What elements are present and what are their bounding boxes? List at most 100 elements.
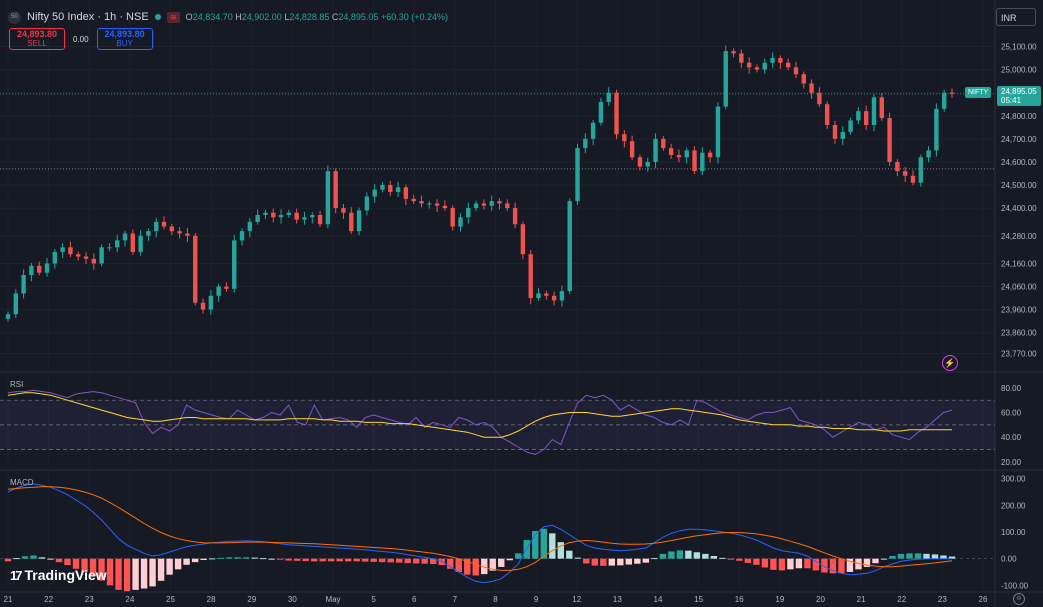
candle-body — [715, 106, 721, 158]
macd-histogram-bar — [736, 558, 743, 561]
rsi-ma-line — [7, 392, 952, 438]
macd-histogram-bar — [106, 558, 114, 586]
rsi-pane[interactable] — [0, 389, 995, 455]
price-tick-label: 23,860.00 — [1001, 329, 1037, 338]
candle-body — [668, 148, 674, 155]
currency-selector[interactable]: INR — [996, 8, 1036, 26]
last-price-label: 24,895.05 05:41 — [997, 86, 1041, 106]
macd-histogram-bar — [532, 530, 539, 559]
macd-histogram-bar — [413, 558, 420, 564]
candle-body — [37, 265, 42, 273]
macd-histogram-bar — [472, 558, 479, 576]
candle-body — [832, 125, 838, 139]
time-tick-label: 6 — [412, 595, 417, 604]
time-tick-label: 14 — [654, 595, 663, 604]
macd-histogram-bar — [89, 558, 97, 576]
gear-icon[interactable]: ⚙ — [1013, 593, 1025, 605]
candle-body — [934, 108, 939, 151]
candle-body — [598, 101, 604, 123]
macd-pane[interactable] — [0, 483, 995, 592]
tag-icon[interactable]: ≋ — [166, 11, 180, 23]
macd-histogram-bar — [608, 558, 616, 566]
candle-body — [551, 295, 557, 301]
buy-button[interactable]: 24,893.80 BUY — [96, 28, 153, 50]
candle-body — [388, 185, 393, 192]
candle-body — [676, 155, 682, 158]
macd-line — [7, 483, 952, 584]
candle-body — [380, 185, 385, 190]
candle-body — [442, 205, 448, 209]
rsi-tick-label: 80.00 — [1001, 384, 1022, 393]
candle-body — [793, 67, 799, 75]
candle-body — [356, 210, 362, 232]
time-tick-label: 20 — [816, 595, 825, 604]
candle-body — [411, 198, 416, 202]
price-tick-label: 25,000.00 — [1001, 66, 1037, 75]
candle-body — [364, 196, 370, 211]
candle-body — [294, 212, 299, 220]
candle-body — [450, 208, 455, 227]
market-status-icon[interactable] — [154, 14, 161, 20]
macd-histogram-bar — [336, 558, 343, 562]
candle-body — [161, 221, 167, 227]
candle-body — [473, 203, 479, 209]
rsi-tick-label: 40.00 — [1001, 433, 1022, 442]
lightning-icon[interactable]: ⚡ — [942, 355, 958, 371]
candle-body — [512, 208, 518, 225]
candle-body — [707, 152, 713, 158]
macd-tick-label: 100.00 — [1001, 528, 1026, 537]
macd-histogram-bar — [208, 558, 216, 560]
macd-histogram-bar — [464, 558, 471, 575]
candle-body — [762, 62, 767, 70]
candle-body — [13, 293, 19, 315]
candle-body — [60, 247, 65, 252]
candle-body — [247, 221, 253, 232]
candle-body — [941, 92, 947, 109]
macd-label[interactable]: MACD — [10, 478, 34, 487]
macd-histogram-bar — [191, 558, 199, 563]
sell-button[interactable]: 24,893.80 SELL — [9, 28, 65, 50]
macd-histogram-bar — [668, 551, 675, 559]
candle-body — [583, 138, 588, 149]
macd-histogram-bar — [744, 558, 752, 563]
change-value: +60.30 (+0.24%) — [380, 12, 449, 22]
time-tick-label: 25 — [166, 595, 175, 604]
candle-body — [177, 231, 182, 234]
time-tick-label: May — [325, 595, 340, 604]
macd-histogram-bar — [625, 558, 633, 565]
candle-body — [434, 203, 440, 206]
symbol-logo[interactable]: 50 — [8, 10, 21, 24]
candle-body — [528, 254, 533, 299]
macd-histogram-bar — [753, 558, 760, 565]
candle-body — [661, 138, 666, 149]
price-tick-label: 24,060.00 — [1001, 283, 1037, 292]
time-tick-label: 22 — [897, 595, 906, 604]
price-tick-label: 24,800.00 — [1001, 112, 1037, 121]
candle-body — [824, 104, 830, 125]
price-pane[interactable] — [0, 45, 995, 322]
symbol-price-label: NIFTY — [965, 87, 992, 98]
macd-histogram-bar — [98, 558, 105, 581]
candle-body — [848, 120, 853, 132]
candle-body — [91, 258, 97, 264]
macd-histogram-bar — [242, 557, 250, 559]
macd-histogram-bar — [132, 558, 139, 590]
chart-title[interactable]: Nifty 50 Index · 1h · NSE — [27, 11, 149, 23]
time-tick-label: 19 — [775, 595, 784, 604]
macd-histogram-bar — [327, 558, 335, 562]
macd-histogram-bar — [651, 558, 658, 560]
macd-histogram-bar — [642, 558, 650, 563]
candle-body — [239, 231, 245, 241]
rsi-label[interactable]: RSI — [10, 380, 24, 389]
macd-histogram-bar — [447, 558, 454, 569]
macd-histogram-bar — [64, 558, 71, 566]
candle-body — [21, 275, 26, 294]
candle-body — [949, 92, 955, 94]
candle-body — [208, 295, 214, 310]
macd-histogram-bar — [276, 558, 284, 560]
macd-histogram-bar — [846, 558, 854, 572]
candle-body — [887, 118, 892, 162]
macd-histogram-bar — [948, 556, 956, 559]
candle-body — [286, 212, 292, 215]
